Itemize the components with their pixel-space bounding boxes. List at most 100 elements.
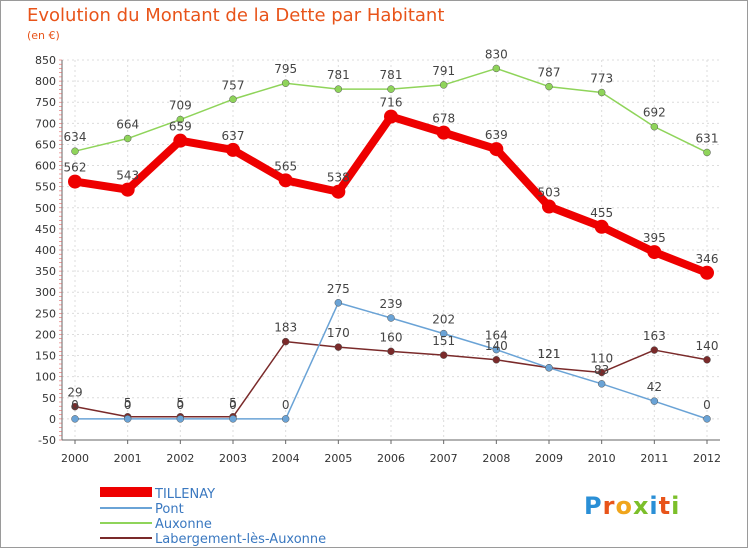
- y-tick-label: 500: [35, 202, 56, 215]
- logo-letter: r: [602, 492, 616, 520]
- data-label: 202: [432, 313, 455, 327]
- data-label: 183: [274, 321, 297, 335]
- data-label: 830: [485, 47, 508, 61]
- data-labels-layer: 562 543 659 637 565 538 716 678 639 503 455 395 346 0…: [64, 47, 719, 411]
- data-label: 163: [643, 329, 666, 343]
- data-label: 0: [229, 398, 237, 412]
- y-tick-label: 0: [49, 413, 56, 426]
- legend-label: TILLENAY: [154, 487, 215, 502]
- x-tick-label: 2003: [219, 452, 247, 465]
- data-point: [229, 95, 237, 104]
- data-point: [226, 142, 240, 157]
- data-label: 781: [327, 68, 350, 82]
- x-tick-label: 2010: [588, 452, 616, 465]
- y-tick-label: 600: [35, 160, 56, 173]
- data-label: 29: [67, 386, 82, 400]
- x-tick-label: 2004: [272, 452, 300, 465]
- x-tick-label: 2011: [640, 452, 668, 465]
- logo-letter: o: [615, 492, 633, 520]
- data-label: 787: [538, 66, 561, 80]
- data-point: [703, 148, 711, 157]
- data-point: [334, 85, 343, 93]
- data-label: 565: [274, 159, 297, 173]
- logo-letter: i: [649, 492, 659, 520]
- data-point: [545, 82, 553, 91]
- data-label: 275: [327, 282, 350, 296]
- legend-label: Labergement-lès-Auxonne: [155, 532, 326, 547]
- data-label: 664: [116, 118, 139, 132]
- proxiti-logo: Proxiti: [584, 492, 680, 520]
- data-point: [68, 174, 82, 189]
- data-label: 791: [432, 64, 455, 78]
- data-label: 121: [538, 347, 561, 361]
- data-label: 0: [703, 398, 711, 412]
- data-label: 83: [594, 363, 609, 377]
- data-point: [489, 142, 504, 157]
- data-label: 562: [64, 161, 87, 175]
- data-point: [700, 265, 714, 280]
- x-tick-label: 2008: [482, 452, 510, 465]
- data-point: [123, 415, 132, 423]
- legend-label: Auxonne: [155, 517, 212, 532]
- data-label: 0: [282, 398, 290, 412]
- data-label: 151: [432, 334, 455, 348]
- y-tick-label: 850: [35, 54, 56, 67]
- data-point: [71, 402, 79, 411]
- data-label: 110: [590, 351, 613, 365]
- data-point: [281, 337, 290, 346]
- y-tick-label: -50: [38, 434, 56, 447]
- chart-title: Evolution du Montant de la Dette par Hab…: [27, 5, 445, 26]
- data-point: [334, 343, 343, 351]
- data-label: 0: [71, 398, 79, 412]
- data-point: [703, 415, 711, 423]
- data-point: [387, 85, 395, 93]
- data-label: 757: [222, 78, 245, 92]
- data-point: [334, 299, 343, 307]
- y-tick-label: 700: [35, 117, 56, 130]
- data-point: [387, 347, 395, 356]
- data-point: [439, 351, 448, 359]
- data-label: 773: [590, 72, 613, 86]
- data-point: [545, 364, 553, 372]
- x-tick-label: 2007: [430, 452, 458, 465]
- x-tick-label: 2006: [377, 452, 405, 465]
- data-point: [281, 415, 290, 423]
- legend-swatch: [100, 487, 152, 497]
- data-label: 631: [696, 131, 719, 145]
- data-label: 42: [647, 380, 662, 394]
- data-point: [647, 245, 662, 260]
- logo-letter: i: [671, 492, 681, 520]
- data-label: 692: [643, 106, 666, 120]
- data-label: 716: [380, 96, 403, 110]
- logo-letter: P: [584, 492, 603, 520]
- y-tick-label: 200: [35, 328, 56, 341]
- data-point: [492, 356, 501, 364]
- data-label: 678: [432, 112, 455, 126]
- data-point: [384, 109, 398, 124]
- data-point: [597, 88, 606, 97]
- data-point: [71, 147, 79, 155]
- logo-letter: t: [658, 492, 672, 520]
- series-layer: [68, 64, 714, 423]
- data-point: [173, 133, 188, 148]
- data-point: [71, 415, 79, 423]
- data-point: [436, 125, 451, 140]
- logo-letter: x: [632, 492, 650, 520]
- data-label: 164: [485, 329, 508, 343]
- x-tick-label: 2009: [535, 452, 563, 465]
- data-point: [281, 79, 290, 87]
- data-label: 709: [169, 99, 192, 113]
- y-tick-label: 750: [35, 96, 56, 109]
- data-point: [492, 64, 501, 73]
- data-point: [176, 415, 185, 423]
- data-label: 634: [64, 130, 87, 144]
- x-tick-label: 2012: [693, 452, 721, 465]
- y-tick-label: 100: [35, 371, 56, 384]
- data-label: 639: [485, 128, 508, 142]
- data-point: [703, 356, 711, 364]
- data-point: [176, 115, 185, 124]
- data-point: [439, 329, 448, 338]
- grid-layer: [62, 59, 720, 441]
